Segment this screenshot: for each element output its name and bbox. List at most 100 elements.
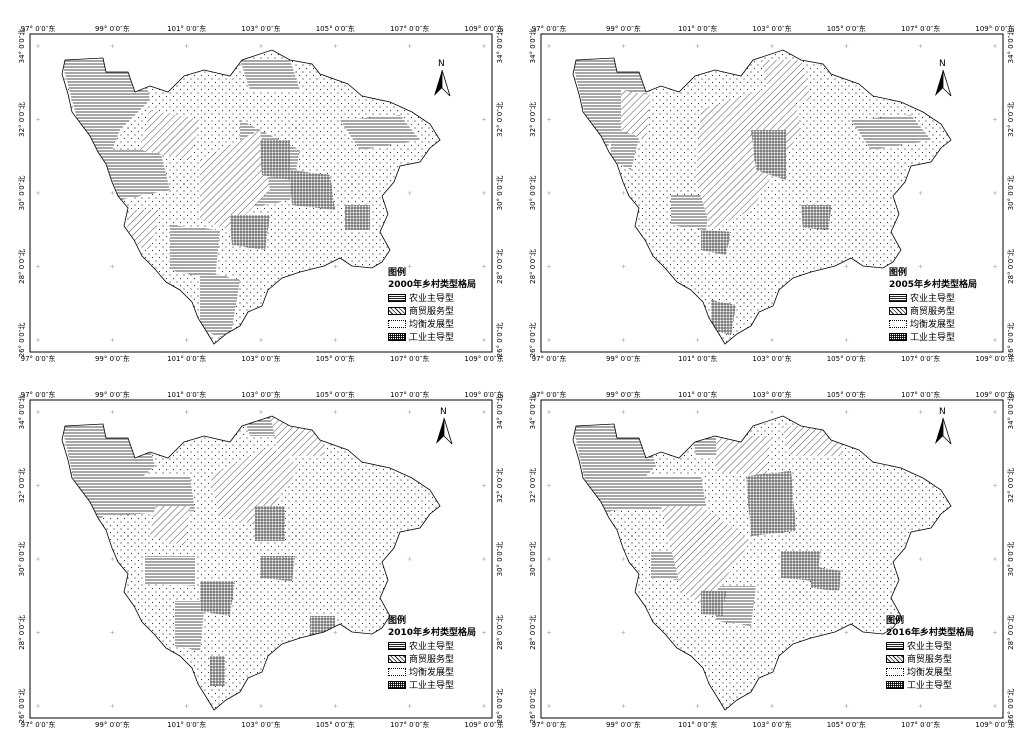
- horizontal-lines-swatch: [886, 641, 904, 650]
- top-lon-label: 105° 0′0″东: [827, 390, 866, 399]
- dots-swatch: [388, 667, 406, 676]
- top-lon-label: 109° 0′0″东: [975, 24, 1014, 33]
- bottom-lon-label: 101° 0′0″东: [167, 354, 206, 363]
- graticule-ticks: 97° 0′0″东 97° 0′0″东 99° 0′0″东 99° 0′0″东 101°…: [529, 24, 1015, 363]
- bottom-lon-label: 105° 0′0″东: [316, 720, 355, 729]
- graticule-cross: [36, 264, 40, 269]
- graticule-cross: [918, 44, 923, 48]
- graticule-cross: [36, 483, 40, 488]
- graticule-cross: [918, 191, 923, 195]
- right-lat-label: 28° 0′0″北: [496, 249, 504, 284]
- graticule-cross: [918, 338, 923, 342]
- graticule-cross: [184, 44, 189, 48]
- graticule-cross: [547, 191, 551, 195]
- map-panel-2000: 97° 0′0″东 97° 0′0″东 99° 0′0″东 99° 0′0″东 101°…: [0, 0, 511, 365]
- top-lon-label: 109° 0′0″东: [464, 390, 503, 399]
- bottom-lon-label: 103° 0′0″东: [241, 354, 280, 363]
- graticule-cross: [547, 117, 551, 122]
- legend: 图例 2016年乡村类型格局 农业主导型 商贸服务型 均衡发展型 工业主导型: [886, 616, 974, 691]
- right-lat-label: 30° 0′0″北: [1007, 542, 1015, 577]
- horizontal-lines-swatch: [889, 293, 907, 302]
- legend-item-industry: 工业主导型: [889, 330, 977, 343]
- bottom-lon-label: 103° 0′0″东: [752, 720, 791, 729]
- right-lat-label: 30° 0′0″北: [496, 176, 504, 211]
- right-lat-label: 28° 0′0″北: [1007, 615, 1015, 650]
- graticule-cross: [770, 44, 774, 48]
- legend-item-agri: 农业主导型: [388, 291, 476, 304]
- bottom-lon-label: 97° 0′0″东: [532, 354, 567, 363]
- right-lat-label: 32° 0′0″北: [496, 468, 504, 503]
- graticule-cross: [844, 704, 849, 708]
- map-frame: 97° 0′0″东 97° 0′0″东 99° 0′0″东 99° 0′0″东 101°…: [18, 24, 504, 363]
- bottom-lon-label: 103° 0′0″东: [241, 720, 280, 729]
- left-lat-label: 26° 0′0″北: [18, 323, 26, 358]
- top-lon-label: 101° 0′0″东: [167, 24, 206, 33]
- top-lon-label: 99° 0′0″东: [606, 390, 641, 399]
- bottom-lon-label: 105° 0′0″东: [827, 354, 866, 363]
- legend-title: 图例: [886, 616, 905, 626]
- graticule-cross: [259, 44, 263, 48]
- graticule-cross: [547, 338, 551, 342]
- legend-item-agri: 农业主导型: [388, 639, 476, 652]
- graticule-cross: [547, 44, 551, 48]
- graticule-cross: [993, 264, 997, 269]
- bottom-lon-label: 105° 0′0″东: [316, 354, 355, 363]
- graticule-cross: [621, 338, 626, 342]
- top-lon-label: 97° 0′0″东: [21, 24, 56, 33]
- left-lat-label: 32° 0′0″北: [529, 102, 537, 137]
- graticule-cross: [407, 191, 412, 195]
- legend-item-balanced: 均衡发展型: [889, 317, 977, 330]
- bottom-lon-label: 103° 0′0″东: [752, 354, 791, 363]
- left-lat-label: 30° 0′0″北: [18, 176, 26, 211]
- north-label: N: [939, 407, 946, 417]
- graticule-cross: [36, 557, 40, 561]
- bottom-lon-label: 97° 0′0″东: [532, 720, 567, 729]
- graticule-ticks: 97° 0′0″东 97° 0′0″东 99° 0′0″东 99° 0′0″东 101°…: [18, 390, 504, 729]
- top-lon-label: 99° 0′0″东: [95, 390, 130, 399]
- graticule-cross: [482, 117, 486, 122]
- graticule-cross: [547, 557, 551, 561]
- graticule-cross: [482, 410, 486, 414]
- top-lon-label: 107° 0′0″东: [390, 24, 429, 33]
- map-panel-2016: 97° 0′0″东 97° 0′0″东 99° 0′0″东 99° 0′0″东 101°…: [511, 366, 1022, 731]
- right-lat-label: 28° 0′0″北: [496, 615, 504, 650]
- grid-swatch: [886, 680, 904, 689]
- diagonal-lines-swatch: [889, 306, 907, 315]
- graticule-cross: [993, 630, 997, 635]
- legend-item-industry: 工业主导型: [388, 678, 476, 691]
- bottom-lon-label: 107° 0′0″东: [901, 354, 940, 363]
- graticule-cross: [621, 44, 626, 48]
- graticule-cross: [184, 410, 189, 414]
- left-lat-label: 28° 0′0″北: [529, 249, 537, 284]
- diagonal-lines-swatch: [388, 654, 406, 663]
- north-label: N: [438, 59, 445, 69]
- dots-swatch: [886, 667, 904, 676]
- legend-subtitle: 2005年乡村类型格局: [889, 280, 978, 290]
- bottom-lon-label: 97° 0′0″东: [21, 354, 56, 363]
- top-lon-label: 97° 0′0″东: [532, 390, 567, 399]
- left-lat-label: 26° 0′0″北: [529, 323, 537, 358]
- top-lon-label: 103° 0′0″东: [752, 390, 791, 399]
- graticule-cross: [482, 557, 486, 561]
- graticule-cross: [482, 483, 486, 488]
- top-lon-label: 105° 0′0″东: [316, 24, 355, 33]
- graticule-cross: [993, 410, 997, 414]
- bottom-lon-label: 99° 0′0″东: [606, 354, 641, 363]
- legend-item-balanced: 均衡发展型: [886, 665, 974, 678]
- graticule-cross: [993, 117, 997, 122]
- top-lon-label: 101° 0′0″东: [678, 390, 717, 399]
- legend-subtitle: 2010年乡村类型格局: [388, 628, 477, 638]
- left-lat-label: 28° 0′0″北: [18, 249, 26, 284]
- legend-item-industry: 工业主导型: [886, 678, 974, 691]
- grid-swatch: [388, 680, 406, 689]
- top-lon-label: 97° 0′0″东: [21, 390, 56, 399]
- left-lat-label: 34° 0′0″北: [529, 395, 537, 430]
- top-lon-label: 105° 0′0″东: [316, 390, 355, 399]
- north-label: N: [440, 407, 447, 417]
- graticule-cross: [918, 704, 923, 708]
- top-lon-label: 105° 0′0″东: [827, 24, 866, 33]
- right-lat-label: 32° 0′0″北: [1007, 102, 1015, 137]
- bottom-lon-label: 101° 0′0″东: [167, 720, 206, 729]
- graticule-cross: [993, 557, 997, 561]
- graticule-cross: [993, 704, 997, 708]
